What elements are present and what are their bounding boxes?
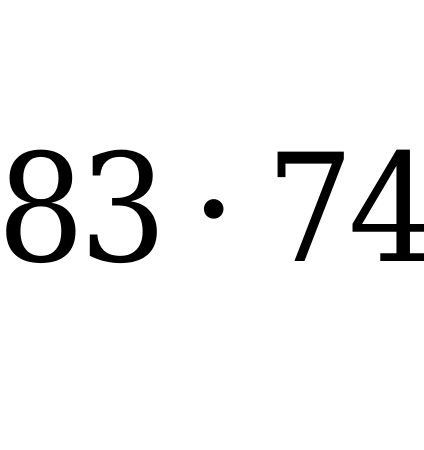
multiplication-dot: · [190,123,238,297]
left-operand: 83 [0,123,167,297]
right-operand: 74 [266,123,424,297]
math-expression: 83 · 74 [0,130,424,290]
